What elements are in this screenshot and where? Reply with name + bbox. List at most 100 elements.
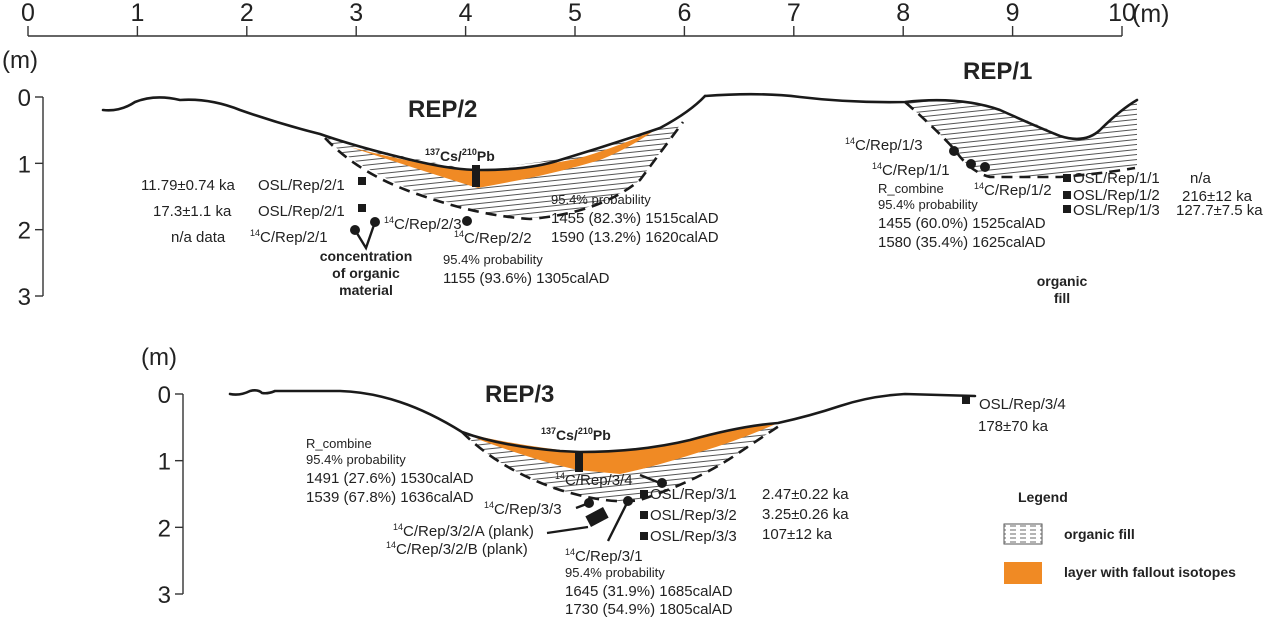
rep3-osl-4-id: OSL/Rep/3/4 [979,396,1066,413]
rep2-c14-2-label: 14C/Rep/2/2 [454,229,532,247]
rep1-osl-1-id: OSL/Rep/1/1 [1073,170,1160,187]
rep2-concentration-note-2: of organic [332,265,400,281]
rep2-osl-marker-1 [358,177,366,185]
rep1-c14-2-label: 14C/Rep/1/2 [974,181,1052,199]
rep3-osl-2-id: OSL/Rep/3/2 [650,507,737,524]
scale-tick-label: 0 [21,0,35,27]
rep1-c14-1-dot [966,159,976,169]
scale-tick-label: 7 [787,0,801,27]
rep3-osl-3-id: OSL/Rep/3/3 [650,528,737,545]
rep2-c14-3-range-2: 1590 (13.2%) 1620calAD [551,229,719,246]
rep1-organic-fill [905,100,1137,177]
scale-tick-label: 6 [677,0,691,27]
legend-organic-fill-label: organic fill [1064,526,1135,542]
depth-tick-label: 3 [158,582,171,609]
legend-organic-fill-swatch [1003,523,1043,545]
rep1-fill-boundary [904,101,1136,179]
scale-tick-label: 1 [130,0,144,27]
depth-tick-label: 2 [158,515,171,542]
rep1-c14-3-label: 14C/Rep/1/3 [845,136,923,154]
rep1-fill-note-2: fill [1054,290,1070,306]
rep2-fallout-layer-right [478,130,655,188]
rep3-osl-3-age: 107±12 ka [762,526,833,543]
rep2-c14-2-dot [462,216,472,226]
horizontal-scale-bar: 0 1 2 3 4 5 6 7 8 9 10 (m) [21,0,1169,37]
rep3-fill-boundary [461,422,783,503]
depth-tick-label: 0 [18,85,31,112]
rep2-c14-3-range-1: 1455 (82.3%) 1515calAD [551,210,719,227]
rep3-osl-1-id: OSL/Rep/3/1 [650,486,737,503]
rep2-c14-3-probability: 95.4% probability [551,192,651,207]
rep3-c14-1-leader [606,500,630,542]
rep1-osl-1-marker [1063,174,1071,182]
scale-unit: (m) [1132,0,1169,28]
legend-fallout-label: layer with fallout isotopes [1064,564,1236,580]
rep2-section: 137Cs/210Pb REP/2 11.79±0.74 ka OSL/Rep/… [101,94,719,298]
rep1-osl-2-age: 216±12 ka [1182,188,1253,205]
rep3-organic-fill [462,424,782,502]
rep2-isotope-core-marker [472,165,480,187]
rep3-combine-range-1: 1491 (27.6%) 1530calAD [306,470,474,487]
rep3-osl-2-marker [640,511,648,519]
rep2-osl-2-id: OSL/Rep/2/1 [258,203,345,220]
rep2-concentration-note-3: material [339,282,393,298]
legend: Legend organic fill layer with fallout i… [1003,489,1236,584]
rep2-osl-2-age: 17.3±1.1 ka [153,203,232,220]
scale-tick-label: 9 [1006,0,1020,27]
rep3-osl-4-age: 178±70 ka [978,418,1049,435]
rep3-fallout-layer-right [578,423,778,474]
depth-axis-bottom: (m) 0 1 2 3 [141,344,184,609]
rep3-c14-4-leader [639,473,661,485]
rep2-title: REP/2 [408,96,477,123]
rep3-c14-4-dot [657,478,667,488]
rep1-osl-3-age: 127.7±7.5 ka [1176,202,1263,219]
rep2-fallout-layer-left [350,147,478,188]
rep1-c14-3-dot [949,146,959,156]
rep3-osl-3-marker [640,532,648,540]
scale-tick-label: 10 [1108,0,1136,27]
depth-tick-label: 3 [18,284,31,311]
rep3-c14-2a-label: 14C/Rep/3/2/A (plank) [393,522,534,540]
rep1-fill-note-1: organic [1037,273,1088,289]
depth-tick-label: 2 [18,218,31,245]
scale-tick-label: 5 [568,0,582,27]
rep1-combine-range-2: 1580 (35.4%) 1625calAD [878,234,1046,251]
rep2-c14-2-range-1: 1155 (93.6%) 1305calAD [443,270,610,287]
rep1-combine-method: R_combine [878,181,944,196]
rep1-ground-profile [703,92,1139,141]
rep1-c14-2-dot [980,162,990,172]
rep3-osl-4-marker [962,396,970,404]
rep3-osl-1-age: 2.47±0.22 ka [762,486,849,503]
rep3-c14-4-label: 14C/Rep/3/4 [555,471,633,489]
rep3-isotope-core-marker [575,451,583,472]
rep2-isotope-label: 137Cs/210Pb [425,147,495,164]
rep3-c14-1-range-2: 1730 (54.9%) 1805calAD [565,601,733,618]
scale-tick-label: 2 [240,0,254,27]
rep1-title: REP/1 [963,58,1032,85]
depth-tick-label: 0 [158,382,171,409]
rep2-c14-3-label: 14C/Rep/2/3 [384,215,462,233]
rep3-osl-2-age: 3.25±0.26 ka [762,506,849,523]
rep3-plank-leader [546,525,589,535]
scale-tick-label: 4 [459,0,473,27]
rep3-c14-3-label: 14C/Rep/3/3 [484,500,562,518]
rep3-c14-3-leader [575,501,590,510]
scale-tick-label: 8 [896,0,910,27]
rep3-osl-1-marker [640,490,648,498]
rep2-concentration-leader [353,221,377,251]
rep3-ground-profile [228,389,977,454]
rep2-osl-marker-2 [358,204,366,212]
rep1-osl-3-marker [1063,205,1071,213]
rep3-fallout-layer-left [468,434,578,470]
rep3-combine-method: R_combine [306,436,372,451]
rep1-osl-1-age: n/a [1190,170,1212,187]
rep3-plank-marker [585,507,609,527]
rep1-osl-2-id: OSL/Rep/1/2 [1073,187,1160,204]
rep3-c14-1-probability: 95.4% probability [565,565,665,580]
rep2-fill-boundary [324,121,685,221]
rep3-isotope-label: 137Cs/210Pb [541,426,611,443]
rep1-osl-2-marker [1063,191,1071,199]
rep2-c14-1-note: n/a data [171,229,226,246]
rep1-section: REP/1 14C/Rep/1/3 14C/Rep/1/1 14C/Rep/1/… [703,58,1263,306]
